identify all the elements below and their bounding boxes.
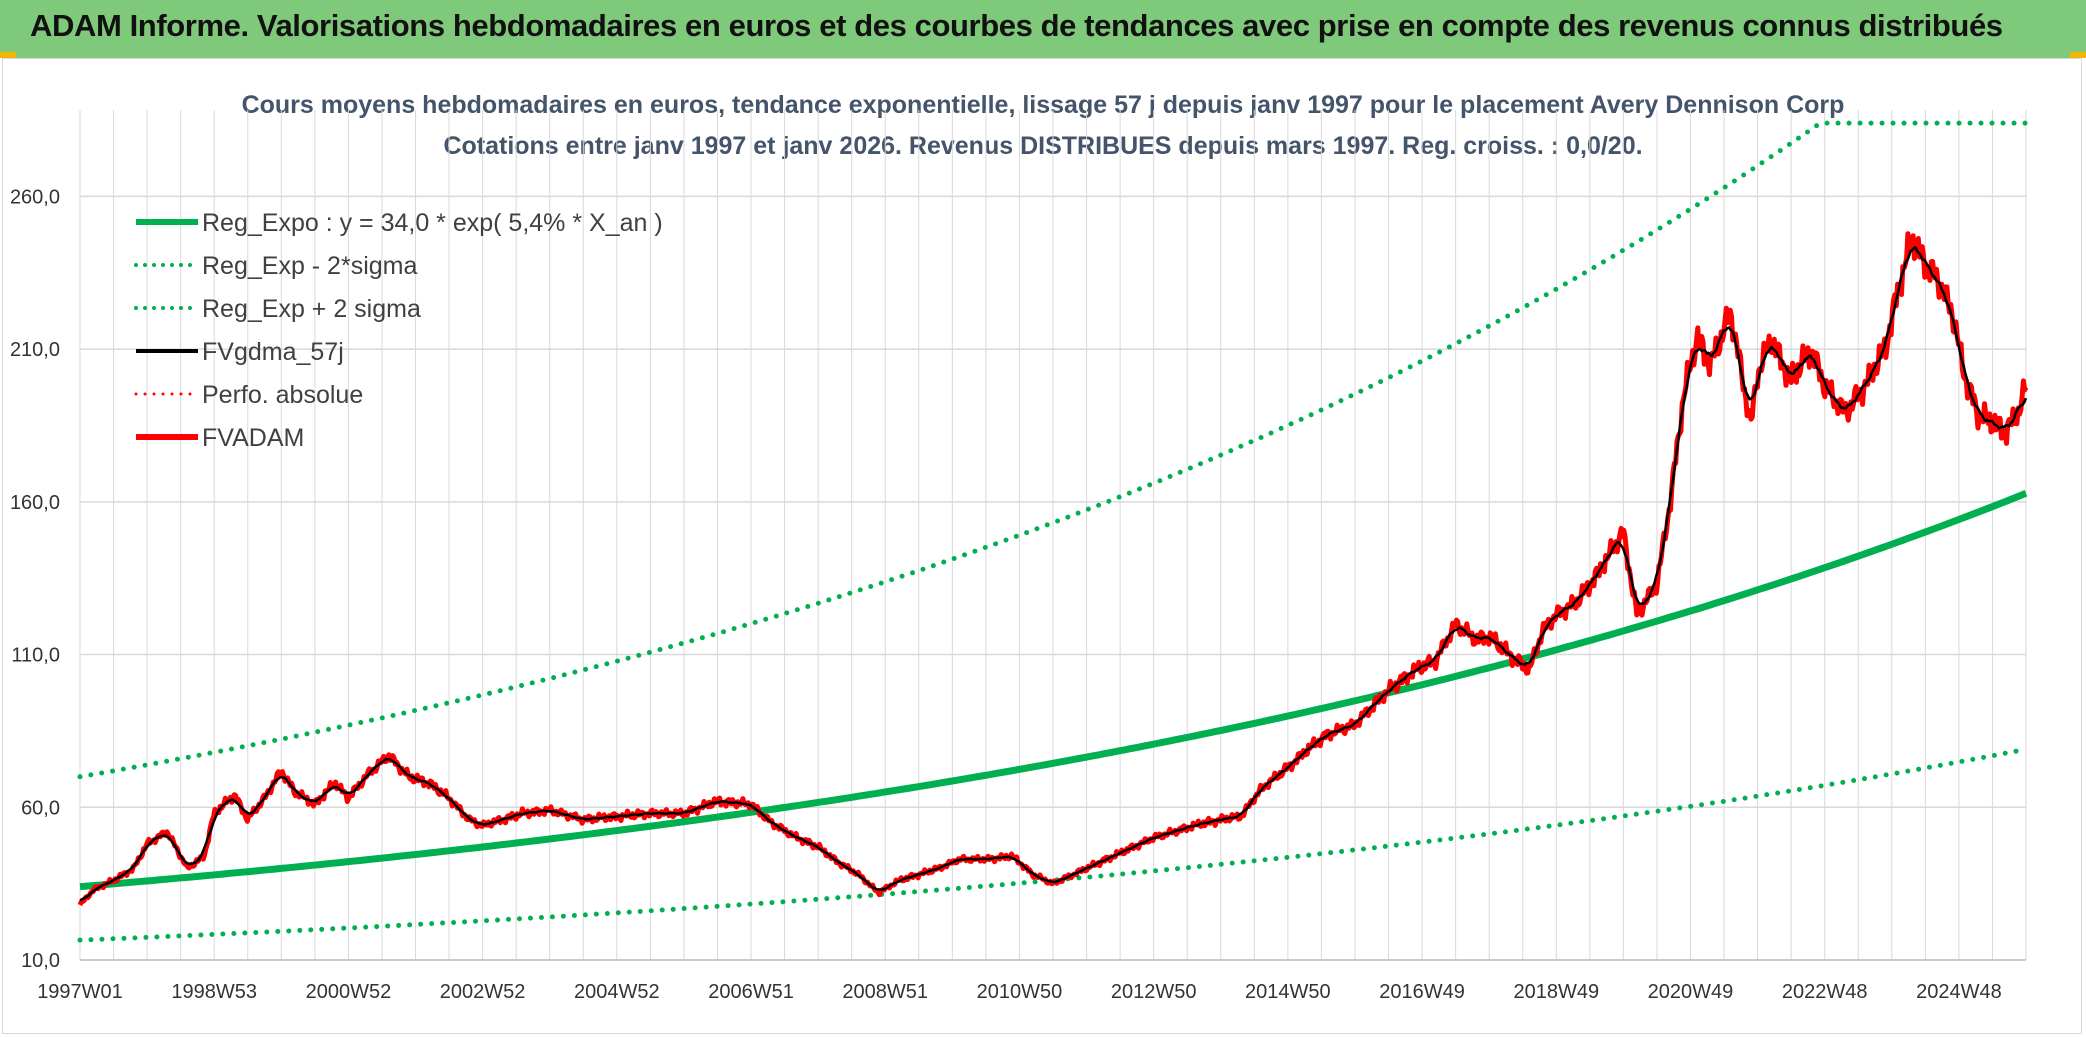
reg-exp-plus-2sigma-line — [77, 120, 2029, 780]
y-tick-label: 260,0 — [10, 186, 60, 208]
x-tick-label: 2020W49 — [1648, 981, 1734, 1003]
legend-label: FVADAM — [202, 424, 304, 452]
legend-label: Reg_Expo : y = 34,0 * exp( 5,4% * X_an ) — [202, 209, 663, 237]
banner-edge-left — [0, 52, 16, 58]
legend-label: Reg_Exp + 2 sigma — [202, 295, 421, 323]
y-tick-label: 60,0 — [21, 797, 60, 819]
banner-edge-right — [2070, 52, 2086, 58]
legend-label: Perfo. absolue — [202, 381, 363, 409]
legend-label: FVgdma_57j — [202, 338, 344, 366]
x-tick-label: 2006W51 — [708, 981, 794, 1003]
x-tick-label: 1998W53 — [171, 981, 257, 1003]
y-tick-label: 210,0 — [10, 339, 60, 361]
title-banner: ADAM Informe. Valorisations hebdomadaire… — [0, 0, 2086, 58]
report-title: ADAM Informe. Valorisations hebdomadaire… — [30, 8, 2003, 43]
x-tick-label: 2016W49 — [1379, 981, 1465, 1003]
x-tick-label: 2004W52 — [574, 981, 660, 1003]
x-tick-label: 2002W52 — [440, 981, 526, 1003]
fvgdma-57j-line — [79, 246, 2028, 902]
x-tick-label: 2022W48 — [1782, 981, 1868, 1003]
y-tick-label: 10,0 — [21, 950, 60, 972]
x-tick-label: 2000W52 — [306, 981, 392, 1003]
x-tick-label: 2014W50 — [1245, 981, 1331, 1003]
reg-exp-minus-2sigma-line — [77, 746, 2029, 943]
legend-label: Reg_Exp - 2*sigma — [202, 252, 417, 280]
y-tick-label: 160,0 — [10, 492, 60, 514]
chart-title-line2: Cotations entre janv 1997 et janv 2026. … — [443, 132, 1642, 160]
x-tick-label: 2012W50 — [1111, 981, 1197, 1003]
chart-title-line1: Cours moyens hebdomadaires en euros, ten… — [242, 91, 1845, 119]
y-tick-label: 110,0 — [11, 645, 60, 667]
x-tick-label: 2010W50 — [977, 981, 1063, 1003]
reg-expo-line — [79, 490, 2028, 891]
x-tick-label: 2018W49 — [1513, 981, 1599, 1003]
x-tick-label: 2024W48 — [1916, 981, 2002, 1003]
x-tick-label: 2008W51 — [842, 981, 928, 1003]
x-tick-label: 1997W01 — [37, 981, 123, 1003]
chart-frame — [2, 58, 2082, 1034]
